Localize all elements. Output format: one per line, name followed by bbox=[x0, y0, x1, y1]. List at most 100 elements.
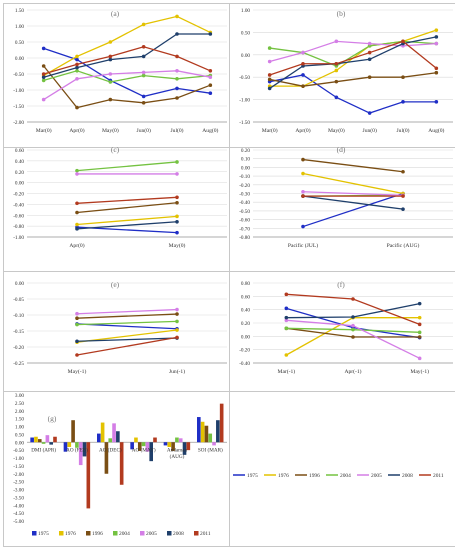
y-tick-label: -4.00 bbox=[13, 503, 24, 509]
series-line-1996 bbox=[43, 65, 211, 109]
data-point-1996 bbox=[417, 335, 422, 339]
series-line-1975 bbox=[76, 323, 178, 330]
data-point-1996 bbox=[334, 79, 339, 84]
data-point-2005 bbox=[175, 307, 179, 312]
data-point-1996 bbox=[367, 75, 372, 79]
y-tick-label: -3.50 bbox=[13, 495, 24, 501]
bar-2011 bbox=[53, 436, 57, 443]
x-tick-label: Mar(0) bbox=[36, 127, 52, 134]
bar-1976 bbox=[134, 437, 138, 443]
y-tick-label: -1.00 bbox=[239, 98, 250, 104]
bar-2005 bbox=[212, 442, 216, 446]
y-tick-label: 0.10 bbox=[241, 157, 250, 163]
bar-1975 bbox=[163, 442, 168, 446]
data-point-2011 bbox=[267, 73, 272, 77]
data-point-2004 bbox=[108, 80, 113, 84]
bar-2005 bbox=[112, 423, 116, 443]
y-tick-label: -4.50 bbox=[13, 511, 24, 517]
x-tick-label: SOI (MAR) bbox=[198, 446, 223, 453]
data-point-2011 bbox=[417, 322, 422, 327]
bar-1996 bbox=[37, 439, 42, 443]
series-line-1976 bbox=[302, 172, 404, 195]
panel-border-b bbox=[229, 3, 455, 148]
data-point-1996 bbox=[175, 96, 179, 100]
y-tick-label: 3.00 bbox=[15, 393, 24, 399]
bar-2008 bbox=[216, 420, 220, 443]
data-point-1975 bbox=[367, 111, 372, 115]
data-point-2008 bbox=[267, 86, 272, 91]
x-tick-label: Pacific (JUL) bbox=[288, 242, 318, 249]
bar-2008 bbox=[49, 442, 53, 445]
y-tick-label: -0.20 bbox=[239, 183, 250, 189]
data-point-2011 bbox=[367, 50, 372, 55]
x-tick-label: Aug(0) bbox=[428, 127, 444, 134]
y-tick-label: 0.60 bbox=[241, 294, 250, 300]
data-point-1976 bbox=[108, 40, 113, 44]
y-tick-label: 2.00 bbox=[15, 409, 24, 415]
x-tick-label: May(0) bbox=[328, 127, 345, 134]
bar-1996 bbox=[104, 442, 109, 474]
data-point-2004 bbox=[284, 326, 289, 331]
data-point-2011 bbox=[75, 62, 79, 67]
data-point-2004 bbox=[351, 327, 355, 332]
data-point-2005 bbox=[367, 41, 372, 46]
legend-swatch-2011 bbox=[194, 531, 199, 536]
y-tick-label: 1.00 bbox=[15, 425, 24, 431]
data-point-1996 bbox=[108, 97, 113, 102]
y-tick-label: 1.50 bbox=[15, 8, 24, 14]
x-tick-label: Jun(0) bbox=[137, 127, 151, 134]
legend-label: 2005 bbox=[146, 531, 157, 537]
data-point-1996 bbox=[301, 84, 305, 88]
y-tick-label: 0.00 bbox=[15, 281, 24, 287]
y-tick-label: -0.70 bbox=[239, 226, 250, 232]
bar-1975 bbox=[97, 433, 101, 443]
y-tick-label: -5.00 bbox=[13, 519, 24, 525]
bar-1976 bbox=[200, 421, 205, 443]
x-tick-label: Aug(0) bbox=[202, 127, 218, 134]
panel-title: (a) bbox=[111, 9, 120, 18]
series-line-2004 bbox=[76, 320, 178, 326]
data-point-1975 bbox=[75, 57, 79, 62]
bar-1976 bbox=[67, 442, 72, 447]
x-tick-label: AO (MAY) bbox=[132, 446, 156, 453]
panel-border-c bbox=[3, 147, 230, 272]
bar-1976 bbox=[167, 442, 172, 447]
data-point-1976 bbox=[141, 22, 146, 27]
x-tick-label: Mar(-1) bbox=[277, 368, 295, 375]
x-tick-label: Mar(0) bbox=[262, 127, 278, 134]
data-point-1976 bbox=[284, 353, 289, 357]
data-point-2004 bbox=[175, 77, 179, 81]
legend-label: 1976 bbox=[278, 473, 289, 479]
data-point-2011 bbox=[401, 39, 405, 44]
y-tick-label: 0.60 bbox=[15, 148, 24, 154]
data-point-1996 bbox=[208, 83, 213, 87]
data-point-1996 bbox=[175, 312, 179, 316]
data-point-1976 bbox=[417, 315, 422, 320]
data-point-1976 bbox=[434, 28, 439, 32]
y-tick-label: -1.00 bbox=[13, 235, 24, 241]
data-point-1975 bbox=[301, 224, 305, 229]
y-tick-label: 0.50 bbox=[15, 432, 24, 438]
data-point-2005 bbox=[141, 70, 146, 75]
data-point-1976 bbox=[75, 222, 79, 227]
bar-2004 bbox=[108, 438, 113, 443]
legend-label: 2011 bbox=[200, 531, 211, 537]
series-line-2004 bbox=[76, 161, 178, 172]
y-tick-label: 0.20 bbox=[241, 321, 250, 327]
y-tick-label: -0.40 bbox=[239, 361, 250, 367]
y-tick-label: -0.80 bbox=[239, 235, 250, 241]
data-point-2005 bbox=[434, 41, 439, 46]
legend-label: 1975 bbox=[247, 473, 258, 479]
data-point-2008 bbox=[41, 75, 46, 79]
data-point-2005 bbox=[301, 189, 305, 194]
data-point-1996 bbox=[351, 335, 355, 339]
series-line-2011 bbox=[76, 336, 178, 356]
data-point-1975 bbox=[41, 46, 46, 51]
data-point-2008 bbox=[75, 227, 79, 231]
legend-label: 1975 bbox=[38, 531, 49, 537]
data-point-2008 bbox=[141, 54, 146, 59]
data-point-1996 bbox=[267, 77, 272, 82]
data-point-2008 bbox=[108, 57, 113, 62]
panel-border-d bbox=[229, 147, 455, 272]
series-line-2005 bbox=[76, 308, 178, 315]
